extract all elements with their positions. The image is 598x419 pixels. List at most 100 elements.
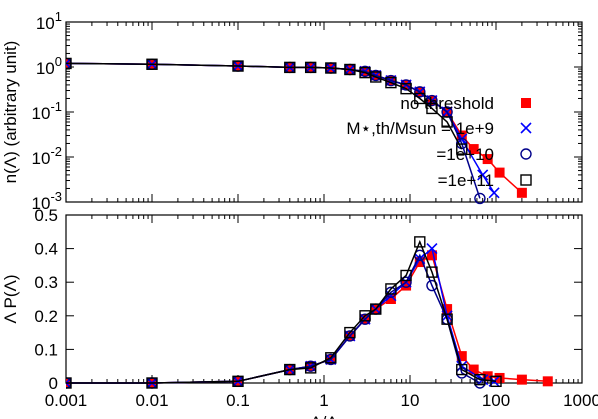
data-point — [284, 61, 296, 74]
data-point — [456, 143, 468, 155]
data-point — [414, 236, 426, 248]
data-point — [441, 313, 453, 325]
legend-marker — [521, 98, 531, 108]
x-axis-label: Λ/Λ — [310, 413, 338, 419]
data-point — [146, 58, 158, 70]
data-point — [359, 310, 371, 322]
data-point — [385, 283, 397, 295]
series-line — [66, 239, 497, 384]
y-tick-label: 0 — [49, 374, 58, 393]
data-point — [325, 62, 337, 74]
series-line — [66, 62, 463, 150]
y-tick-label: 100 — [36, 54, 62, 78]
data-point — [494, 167, 505, 178]
data-point — [344, 63, 356, 76]
data-point — [370, 71, 382, 83]
data-point — [494, 372, 505, 383]
data-point — [456, 363, 468, 376]
y-axis-label: Λ P(Λ) — [1, 274, 20, 323]
data-point — [468, 144, 479, 155]
data-point — [400, 82, 412, 95]
y-tick-label: 0.5 — [34, 206, 58, 225]
data-point — [370, 303, 382, 315]
x-tick-label: 100 — [482, 391, 510, 410]
data-point — [385, 76, 397, 89]
data-point — [426, 94, 438, 107]
y-tick-label: 0.4 — [34, 240, 58, 259]
series-3 — [66, 57, 468, 155]
data-point — [304, 362, 317, 374]
data-point — [232, 375, 244, 388]
y-tick-base: 10 — [36, 14, 55, 33]
series-3 — [66, 236, 502, 389]
data-point — [325, 352, 337, 364]
data-point — [516, 187, 527, 198]
x-tick-label: 1000 — [563, 391, 598, 410]
data-point — [232, 60, 244, 72]
data-point — [284, 363, 296, 376]
data-point — [66, 57, 72, 70]
legend-marker — [520, 122, 532, 134]
data-point — [401, 280, 412, 291]
y-axis-label: n(Λ) (arbitrary unit) — [1, 41, 20, 184]
y-tick-base: 10 — [36, 59, 55, 78]
y-tick-exponent: -3 — [50, 189, 62, 204]
y-tick-label: 10-1 — [32, 99, 62, 123]
y-tick-label: 0.1 — [34, 340, 58, 359]
data-point — [414, 92, 426, 105]
data-point — [426, 102, 438, 115]
data-point — [400, 269, 412, 282]
data-point — [482, 154, 493, 165]
legend-marker — [520, 148, 532, 160]
data-point — [146, 377, 158, 389]
x-tick-label: 0.01 — [135, 391, 168, 410]
y-tick-exponent: 0 — [55, 54, 62, 69]
y-tick-exponent: 1 — [55, 9, 62, 24]
x-tick-label: 0.001 — [45, 391, 88, 410]
legend-label: M⋆,th/Msun = 1e+9 — [346, 119, 494, 138]
data-point — [474, 192, 486, 205]
data-point — [456, 351, 467, 362]
data-point — [516, 374, 527, 385]
data-point — [477, 169, 489, 181]
y-tick-base: 10 — [32, 104, 51, 123]
data-point — [344, 326, 356, 339]
legend: no threshold M⋆,th/Msun = 1e+9 =1e+10 =1e+1… — [346, 94, 532, 190]
data-point — [426, 243, 438, 255]
data-point — [468, 364, 479, 375]
data-point — [456, 130, 467, 141]
data-point — [441, 116, 453, 128]
bottom-panel: 0 0.1 0.2 0.3 0.4 0.5 0.001 0.01 0.1 1 10 100 1000 Λ/… — [1, 206, 598, 419]
legend-label: =1e+11 — [438, 171, 494, 190]
y-tick-label: 0.2 — [34, 307, 58, 326]
y-tick-label: 0.3 — [34, 273, 58, 292]
x-tick-label: 1 — [319, 391, 328, 410]
y-tick-label: 10-3 — [32, 189, 62, 213]
data-point — [304, 61, 317, 74]
data-point — [542, 376, 553, 387]
y-tick-exponent: -1 — [50, 99, 62, 114]
data-point — [414, 257, 425, 268]
y-tick-label: 101 — [36, 9, 62, 33]
x-tick-label: 0.1 — [226, 391, 250, 410]
y-tick-label: 10-2 — [32, 144, 62, 168]
data-point — [359, 66, 371, 79]
x-tick-label: 10 — [401, 391, 420, 410]
data-point — [400, 276, 412, 288]
y-tick-base: 10 — [32, 149, 51, 168]
data-point — [482, 371, 493, 382]
data-point — [490, 375, 502, 388]
data-point — [414, 86, 426, 98]
data-point — [474, 373, 486, 386]
data-point — [426, 250, 437, 261]
data-point — [426, 266, 438, 278]
data-point — [488, 187, 500, 199]
data-point — [442, 304, 453, 315]
legend-marker — [520, 174, 532, 186]
data-point — [66, 377, 72, 389]
legend-label: no threshold — [400, 94, 494, 113]
y-tick-exponent: -2 — [50, 144, 62, 159]
